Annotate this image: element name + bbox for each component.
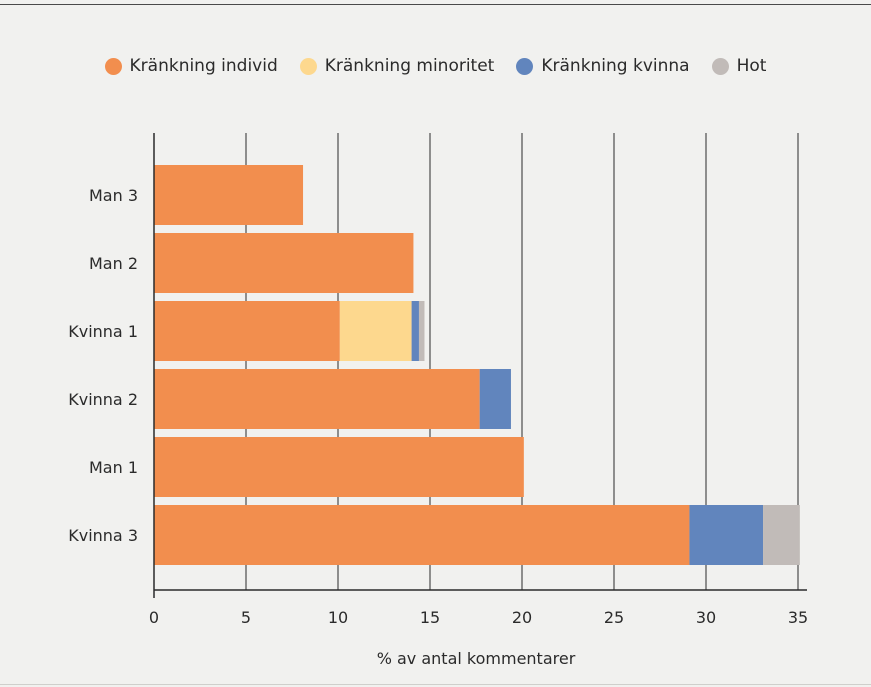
x-tick-label: 35 — [788, 608, 808, 627]
x-tick-label: 5 — [241, 608, 251, 627]
y-tick-label: Kvinna 3 — [68, 526, 138, 545]
chart-legend: Kränkning individ Kränkning minoritet Krän… — [0, 56, 871, 76]
top-rule — [0, 4, 871, 5]
bar-segment — [154, 165, 304, 225]
bar-segment — [339, 301, 412, 361]
y-tick-label: Kvinna 2 — [68, 390, 138, 409]
legend-item: Hot — [711, 56, 767, 76]
bar-segment — [411, 301, 419, 361]
y-tick-label: Man 2 — [89, 254, 138, 273]
x-tick-label: 0 — [149, 608, 159, 627]
bar-segment — [418, 301, 425, 361]
legend-label: Hot — [736, 56, 767, 76]
legend-item: Kränkning kvinna — [516, 56, 690, 76]
legend-label: Kränkning minoritet — [324, 56, 495, 76]
legend-swatch — [516, 57, 534, 75]
x-tick-label: 20 — [512, 608, 532, 627]
x-tick-label: 10 — [328, 608, 348, 627]
bar-segment — [154, 505, 690, 565]
x-tick-label: 25 — [604, 608, 624, 627]
legend-label: Kränkning individ — [129, 56, 278, 76]
bar-segment — [154, 233, 414, 293]
y-tick-label: Man 1 — [89, 458, 138, 477]
legend-label: Kränkning kvinna — [541, 56, 690, 76]
bar-segment — [763, 505, 800, 565]
legend-item: Kränkning individ — [104, 56, 278, 76]
bar-segment — [154, 437, 524, 497]
bar-segment — [479, 369, 511, 429]
x-tick-label: 30 — [696, 608, 716, 627]
legend-item: Kränkning minoritet — [299, 56, 495, 76]
legend-swatch — [711, 57, 729, 75]
legend-swatch — [299, 57, 317, 75]
bar-segment — [154, 301, 340, 361]
x-tick-label: 15 — [420, 608, 440, 627]
y-tick-label: Man 3 — [89, 186, 138, 205]
bar-segment — [689, 505, 764, 565]
bar-segment — [154, 369, 480, 429]
bottom-rule — [0, 684, 871, 685]
legend-swatch — [104, 57, 122, 75]
y-tick-label: Kvinna 1 — [68, 322, 138, 341]
x-axis-title: % av antal kommentarer — [377, 649, 576, 668]
